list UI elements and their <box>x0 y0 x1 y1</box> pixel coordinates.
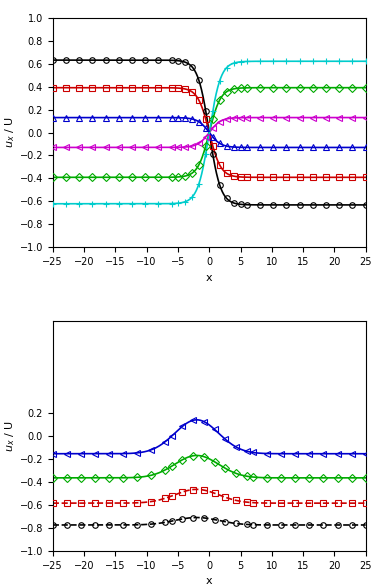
X-axis label: x: x <box>206 272 213 282</box>
X-axis label: x: x <box>206 576 213 586</box>
Y-axis label: $u_x$ / U: $u_x$ / U <box>3 117 17 148</box>
Y-axis label: $u_x$ / U: $u_x$ / U <box>3 420 17 452</box>
